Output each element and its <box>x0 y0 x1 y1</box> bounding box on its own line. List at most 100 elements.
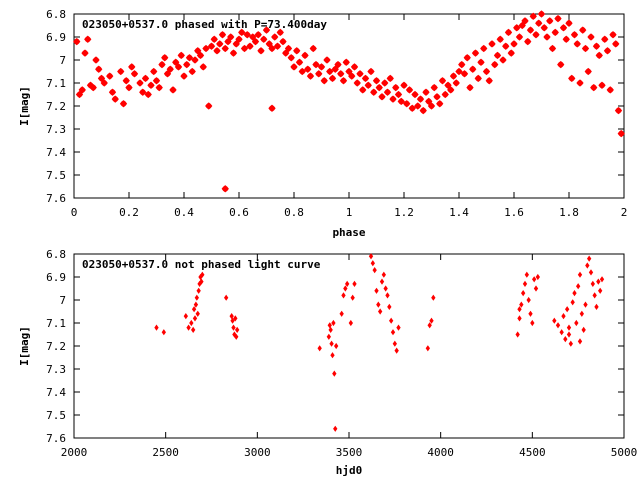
phased-data-point <box>381 79 389 87</box>
phased-data-point <box>125 83 133 92</box>
phased-data-point <box>524 37 532 46</box>
unphased-data-point <box>350 294 355 301</box>
phased-data-point <box>361 74 370 83</box>
unphased-data-point <box>234 326 240 333</box>
unphased-data-point <box>390 329 396 336</box>
unphased-axis-ticks: 2000 2500 3000 3500 4000 4500 5000 6.8 6.9 7 7.1 7.… <box>46 248 637 459</box>
phased-data-point <box>257 47 265 55</box>
unphased-data-point <box>231 324 236 331</box>
phased-data-point <box>282 49 290 57</box>
phased-data-points <box>73 10 625 193</box>
unphased-data-point <box>579 310 585 317</box>
unphased-data-point <box>154 324 159 331</box>
unphased-y-tick-label: 7.3 <box>46 363 66 376</box>
phased-data-point <box>117 67 125 76</box>
phased-data-point <box>141 74 150 83</box>
unphased-data-point <box>517 315 522 322</box>
phased-y-tick-label: 6.9 <box>46 31 66 44</box>
unphased-data-point <box>429 317 434 324</box>
phased-data-point <box>350 63 359 71</box>
phased-data-point <box>565 19 573 27</box>
phased-data-point <box>249 33 257 41</box>
unphased-data-point <box>583 301 588 308</box>
phased-data-point <box>504 28 513 37</box>
unphased-data-point <box>590 280 596 287</box>
phased-data-point <box>97 74 106 83</box>
phased-data-point <box>392 83 400 92</box>
phased-data-point <box>540 24 548 32</box>
unphased-y-axis-label: I[mag] <box>18 326 31 366</box>
phased-data-point <box>452 79 460 87</box>
phased-data-point <box>75 90 84 99</box>
phased-data-point <box>271 33 279 41</box>
phased-data-point <box>576 79 584 87</box>
unphased-data-point <box>431 294 436 301</box>
phased-x-tick-label: 1.8 <box>559 206 579 219</box>
phased-data-point <box>100 79 108 87</box>
phased-data-point <box>474 74 482 83</box>
unphased-x-tick-label: 2000 <box>61 446 88 459</box>
phased-data-point <box>163 70 172 78</box>
unphased-data-point <box>522 280 528 287</box>
unphased-data-point <box>194 294 200 301</box>
phased-data-point <box>458 60 466 69</box>
phased-data-point <box>521 17 529 25</box>
phased-data-point <box>147 81 155 89</box>
phased-y-axis-label: I[mag] <box>18 86 31 126</box>
phased-data-point <box>614 106 623 115</box>
unphased-y-tick-label: 7.6 <box>46 432 66 445</box>
unphased-y-tick-label: 7.2 <box>46 340 66 353</box>
phased-data-point <box>262 26 271 34</box>
unphased-data-point <box>561 313 566 320</box>
unphased-data-point <box>331 319 336 327</box>
phased-data-point <box>482 67 491 76</box>
unphased-data-point <box>341 292 346 299</box>
unphased-data-point <box>533 285 539 292</box>
unphased-data-point <box>199 278 204 285</box>
phased-data-point <box>612 40 620 48</box>
phased-data-point <box>119 100 128 108</box>
phased-data-point <box>150 67 158 76</box>
phased-data-point <box>444 81 452 89</box>
phased-data-point <box>513 24 521 32</box>
phased-data-point <box>326 67 334 76</box>
phased-data-point <box>81 49 89 57</box>
phased-data-point <box>422 88 430 96</box>
phased-x-tick-label: 1.4 <box>449 206 469 219</box>
phased-data-point <box>221 44 229 53</box>
phased-data-point <box>183 60 191 69</box>
unphased-panel: 023050+0537.0 not phased light curve hjd… <box>18 248 637 477</box>
unphased-data-point <box>348 319 354 327</box>
phased-data-point <box>436 100 444 108</box>
phased-data-point <box>188 67 196 76</box>
phased-data-point <box>515 33 524 41</box>
unphased-y-tick-label: 7.1 <box>46 317 66 330</box>
unphased-data-point <box>229 313 234 320</box>
phased-data-point <box>491 60 499 69</box>
phased-data-point <box>526 26 535 34</box>
unphased-data-point <box>594 303 599 310</box>
unphased-data-point <box>193 301 199 308</box>
phased-data-point <box>284 44 293 53</box>
unphased-x-tick-label: 4000 <box>427 446 454 459</box>
phased-data-point <box>598 81 606 89</box>
phased-data-point <box>414 102 422 110</box>
phased-data-point <box>359 86 367 94</box>
unphased-data-point <box>552 317 557 324</box>
phased-data-point <box>433 93 441 101</box>
unphased-data-point <box>599 276 605 283</box>
phased-data-point <box>337 70 345 78</box>
phased-data-point <box>460 70 469 78</box>
phased-data-point <box>243 31 251 39</box>
phased-data-point <box>210 35 218 43</box>
phased-data-point <box>480 44 488 53</box>
phased-data-point <box>312 60 320 69</box>
unphased-data-point <box>555 322 561 329</box>
unphased-data-point <box>425 345 431 352</box>
phased-x-tick-label: 1 <box>346 206 353 219</box>
phased-data-point <box>328 74 337 83</box>
phased-data-point <box>386 74 394 83</box>
unphased-data-point <box>377 308 383 315</box>
phased-data-point <box>606 86 614 94</box>
